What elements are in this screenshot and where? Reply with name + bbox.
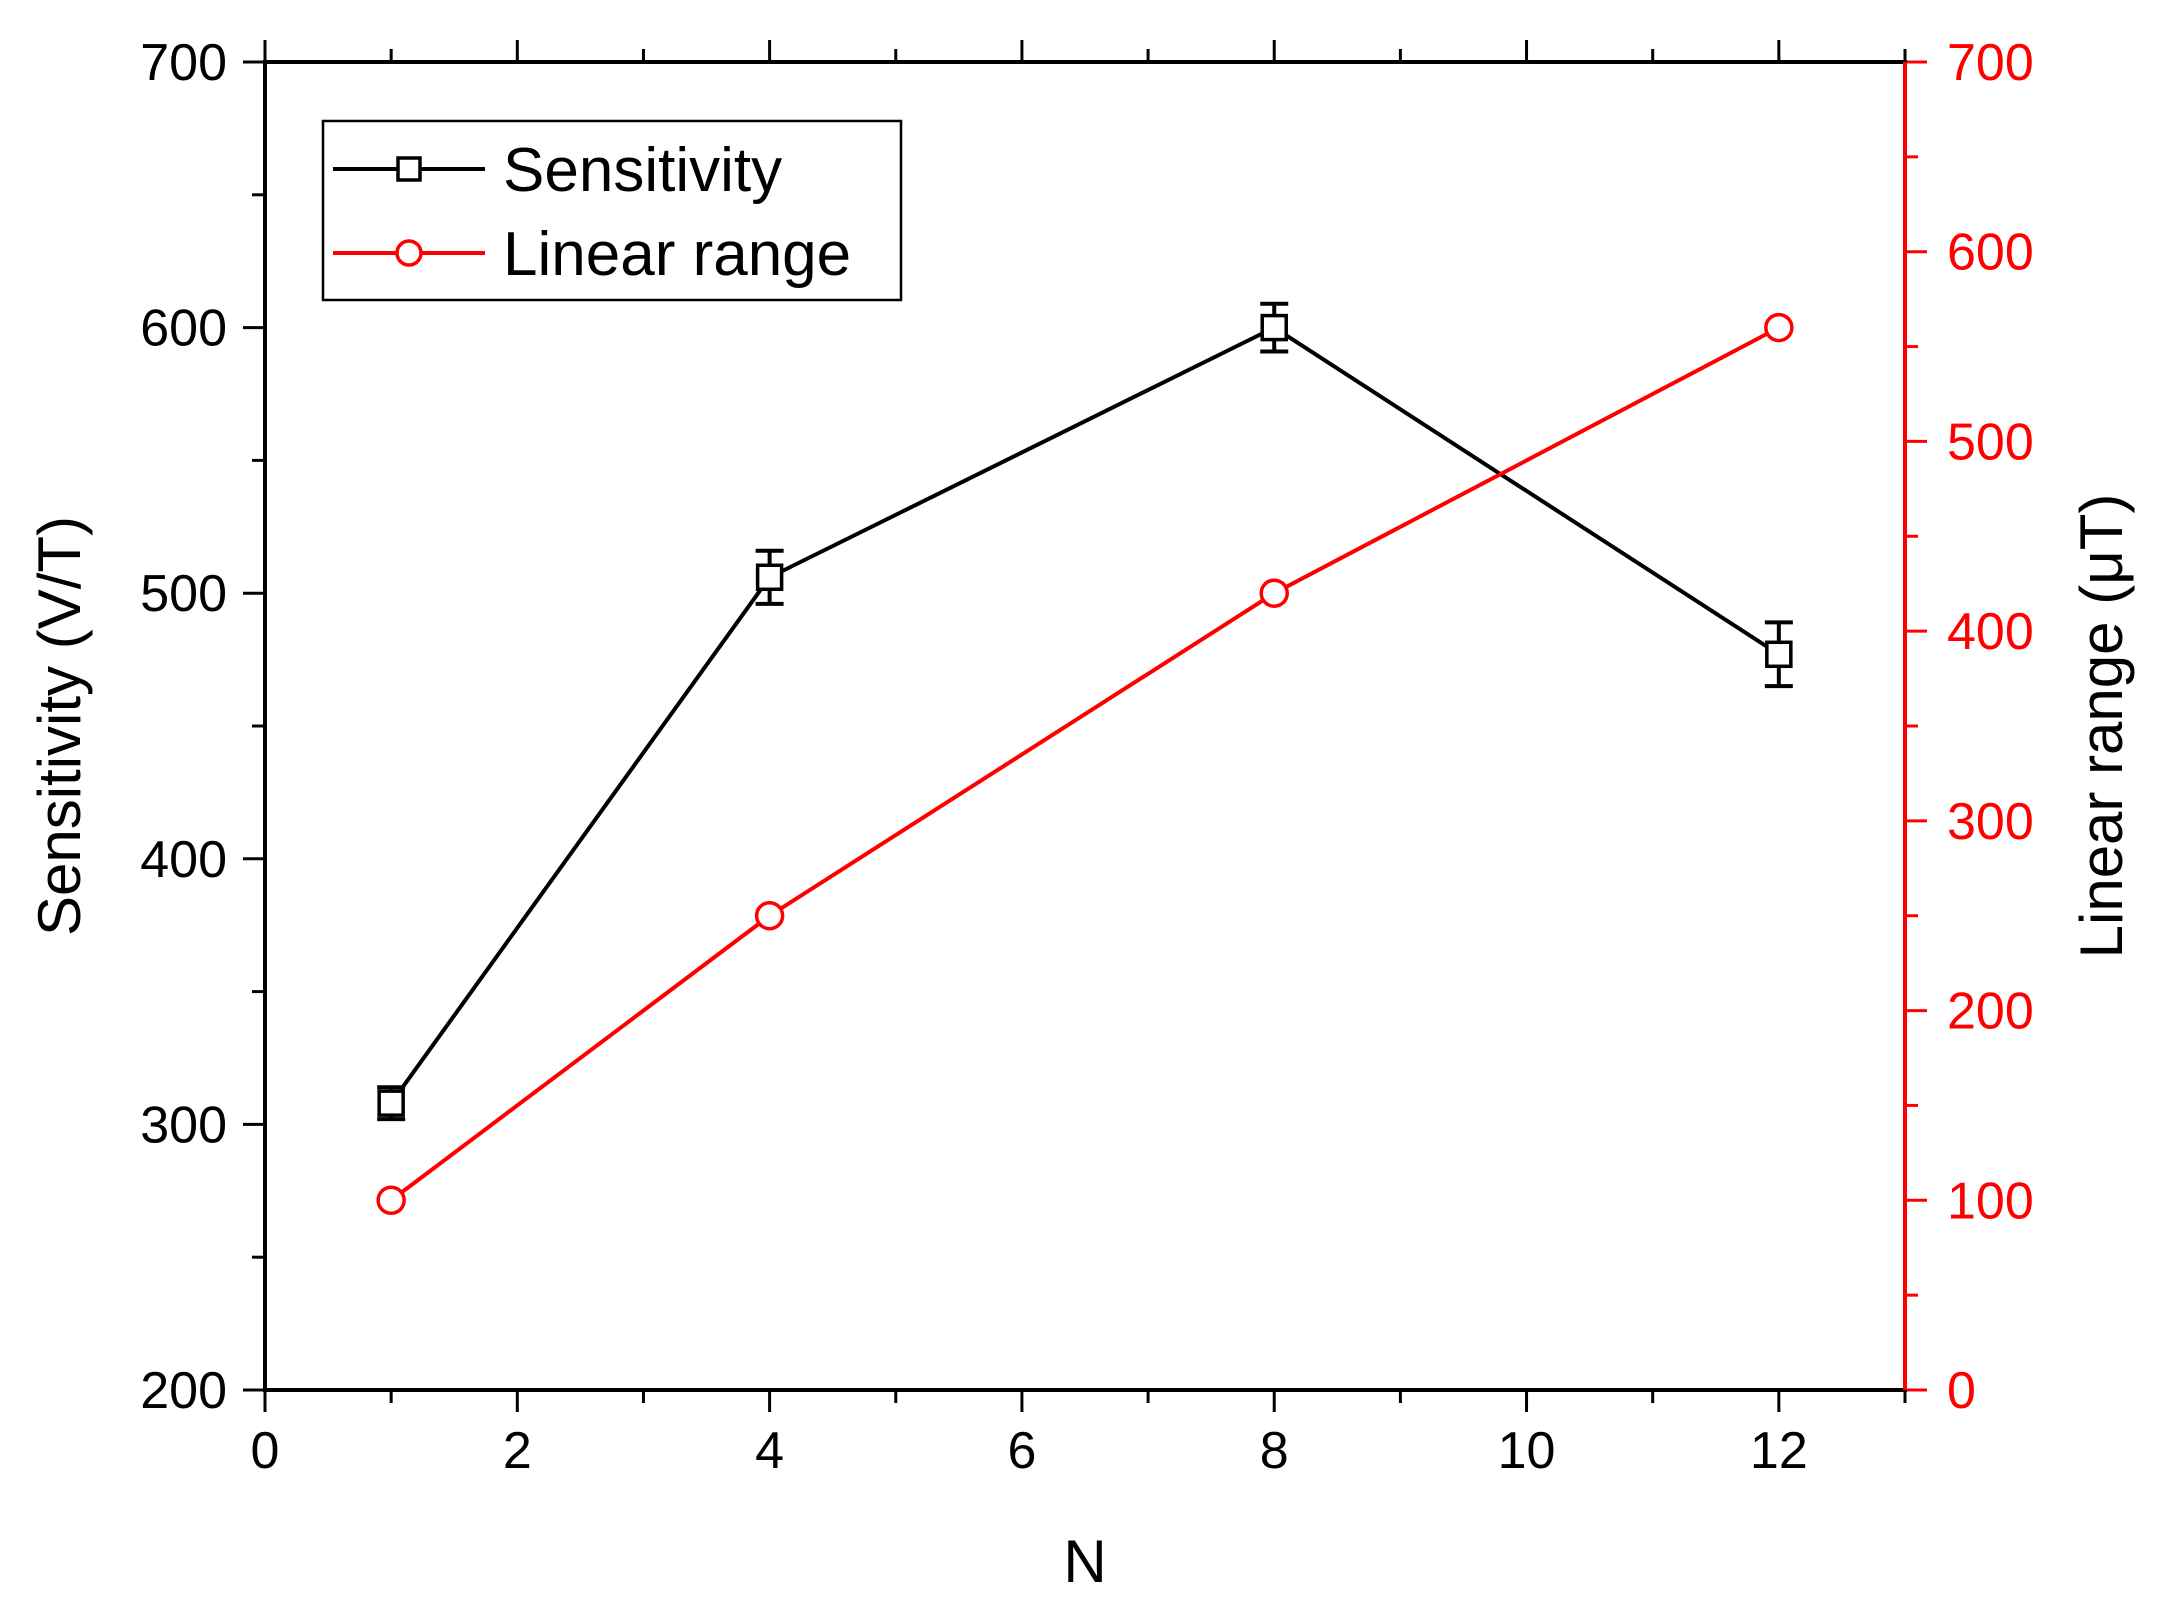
right-tick-label: 600 bbox=[1947, 224, 2034, 282]
legend-box bbox=[321, 119, 903, 302]
right-tick-label: 700 bbox=[1947, 34, 2034, 92]
left-tick-label: 600 bbox=[140, 300, 227, 358]
right-tick-label: 0 bbox=[1947, 1362, 1976, 1420]
right-tick-label: 100 bbox=[1947, 1172, 2034, 1230]
x-tick-label: 12 bbox=[1750, 1422, 1808, 1480]
legend-marker-circle-icon bbox=[395, 239, 423, 267]
legend-marker-square-icon bbox=[396, 156, 422, 182]
x-tick-label: 0 bbox=[251, 1422, 280, 1480]
data-point-square bbox=[755, 563, 784, 592]
right-tick-label: 200 bbox=[1947, 983, 2034, 1041]
x-tick-label: 4 bbox=[755, 1422, 784, 1480]
data-point-circle bbox=[754, 900, 785, 931]
left-axis-title: Sensitivity (V/T) bbox=[26, 516, 93, 936]
right-axis-title: Linear range (μT) bbox=[2068, 494, 2135, 959]
left-tick-label: 700 bbox=[140, 34, 227, 92]
series-line-1 bbox=[389, 325, 1780, 1202]
right-tick-label: 400 bbox=[1947, 603, 2034, 661]
left-tick-label: 200 bbox=[140, 1362, 227, 1420]
left-tick-label: 400 bbox=[140, 831, 227, 889]
right-tick-label: 500 bbox=[1947, 413, 2034, 471]
left-tick-label: 300 bbox=[140, 1096, 227, 1154]
data-point-square bbox=[1765, 640, 1793, 669]
data-point-square bbox=[377, 1089, 405, 1117]
data-point-circle bbox=[1764, 312, 1794, 343]
x-tick-label: 8 bbox=[1260, 1422, 1289, 1480]
data-point-circle bbox=[1259, 578, 1289, 608]
x-axis-title: N bbox=[1063, 1528, 1106, 1595]
x-tick-label: 10 bbox=[1498, 1422, 1556, 1480]
ticks-layer: 0 2 4 6 8 10 12 200 300 400 500 600 700 0 100 200 300 400… bbox=[140, 34, 2034, 1480]
data-point-square bbox=[1260, 313, 1288, 342]
x-tick-label: 2 bbox=[503, 1422, 532, 1480]
series-line-0 bbox=[389, 325, 1780, 1105]
series-layer bbox=[376, 301, 1794, 1216]
x-tick-label: 6 bbox=[1007, 1422, 1036, 1480]
right-tick-label: 300 bbox=[1947, 793, 2034, 851]
data-point-circle bbox=[376, 1185, 406, 1216]
legend-label-linear-range: Linear range bbox=[503, 220, 851, 289]
legend-label-sensitivity: Sensitivity bbox=[503, 136, 782, 205]
left-tick-label: 500 bbox=[140, 565, 227, 623]
legend: Sensitivity Linear range bbox=[321, 119, 903, 302]
